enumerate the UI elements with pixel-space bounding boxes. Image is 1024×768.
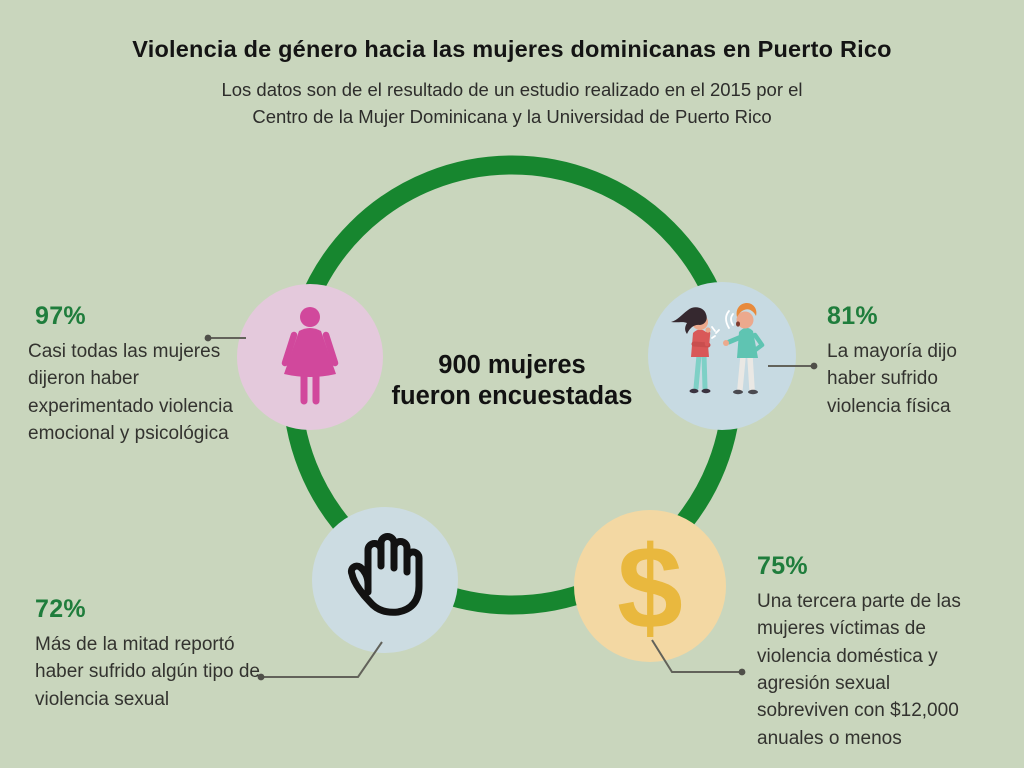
stat-emotional-percent: 97% [35,302,86,330]
woman-icon [281,307,339,405]
callout-lines [204,334,818,681]
stat-emotional: 97% Casi todas las mujeres dijeron haber… [28,302,240,447]
stat-economic-percent: 75% [757,552,808,580]
subtitle-line-1: Los datos son de el resultado de un estu… [221,79,803,100]
stat-sexual-percent: 72% [35,595,86,623]
physical-violence-bubble [648,282,796,430]
stop-hand-icon [347,533,423,616]
sexual-violence-bubble [312,507,458,653]
survey-total-line-2: fueron encuestadas [391,382,633,411]
stat-economic-description: Una tercera parte de las mujeres víctima… [757,591,961,749]
survey-total-label: 900 mujeres fueron encuestadas [362,350,662,412]
tan-circle [574,510,726,662]
survey-total-line-1: 900 mujeres [438,351,586,379]
stat-economic: 75% Una tercera parte de las mujeres víc… [757,552,985,752]
stat-physical-description: La mayoría dijo haber sufrido violencia … [827,341,957,417]
page-subtitle: Los datos son de el resultado de un estu… [0,77,1024,131]
arguing-couple-icon [671,303,765,395]
blue-circle-bottom [312,507,458,653]
emotional-violence-bubble [237,284,383,430]
page-title: Violencia de género hacia las mujeres do… [132,36,892,62]
stat-physical-percent: 81% [827,302,878,330]
economic-violence-bubble: $ [574,510,726,662]
dollar-icon: $ [617,522,683,654]
stat-emotional-description: Casi todas las mujeres dijeron haber exp… [28,341,233,445]
stat-sexual: 72% Más de la mitad reportó haber sufrid… [35,595,277,713]
stat-physical: 81% La mayoría dijo haber sufrido violen… [827,302,997,420]
header: Violencia de género hacia las mujeres do… [0,0,1024,131]
stat-sexual-description: Más de la mitad reportó haber sufrido al… [35,634,260,710]
subtitle-line-2: Centro de la Mujer Dominicana y la Unive… [252,105,772,127]
blue-circle-top [648,282,796,430]
